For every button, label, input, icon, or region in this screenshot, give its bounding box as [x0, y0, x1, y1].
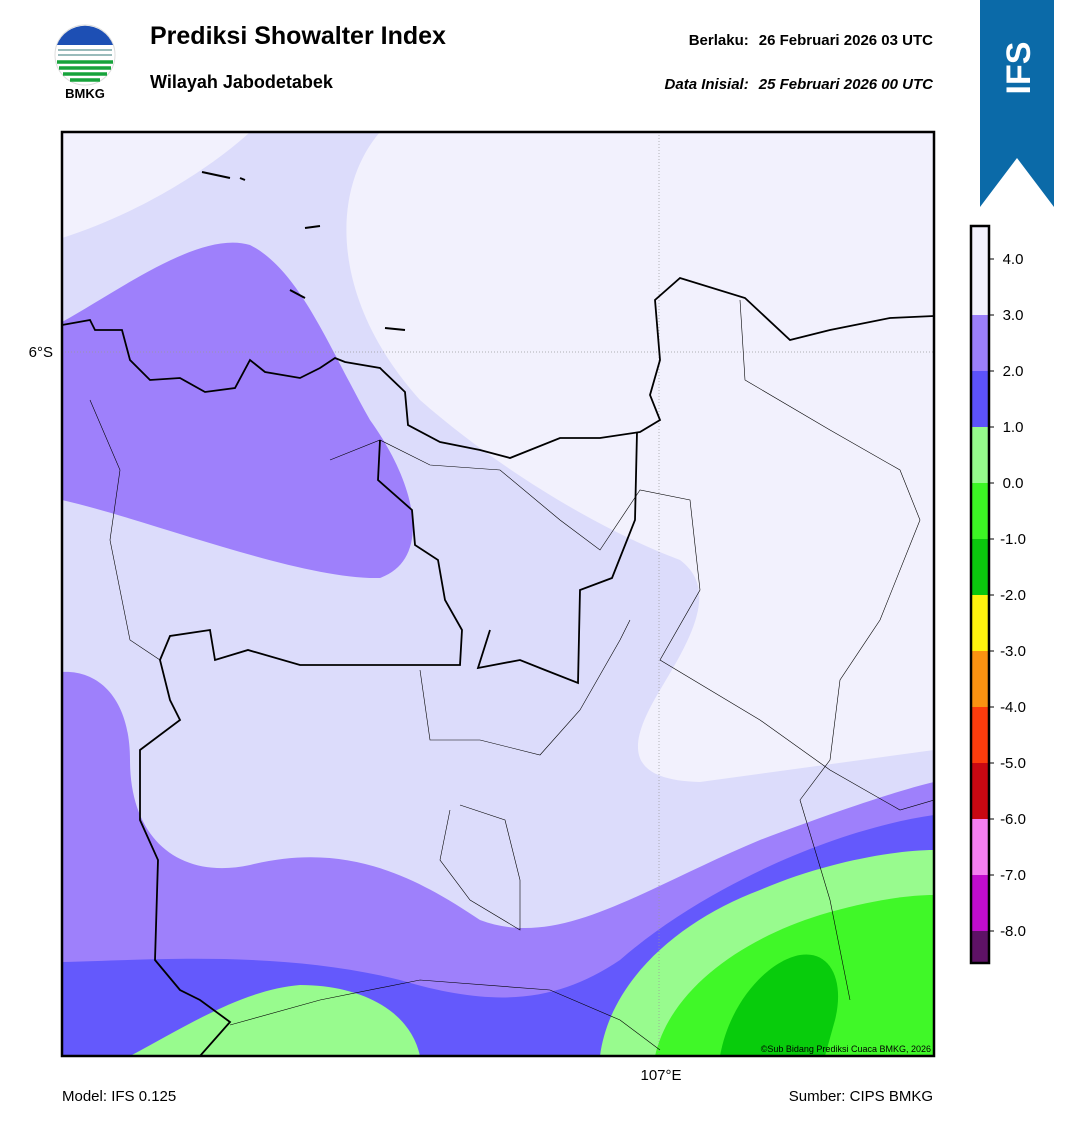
colorbar: 4.0 3.0 2.0 1.0 0.0 -1.0 -2.0 -3.0 -4.0 -5.0 -6.0 -…	[969, 224, 1026, 965]
init-time: Data Inisial: 25 Februari 2026 00 UTC	[665, 76, 935, 93]
init-label: Data Inisial:	[665, 76, 749, 93]
model-tag: IFS	[1000, 42, 1038, 95]
footer-source: Sumber: CIPS BMKG	[789, 1088, 933, 1105]
colorbar-segment	[971, 931, 989, 963]
colorbar-segment	[971, 819, 989, 875]
colorbar-segment	[971, 483, 989, 539]
lat-label: 6°S	[29, 344, 53, 361]
colorbar-segment	[971, 763, 989, 819]
subtitle: Wilayah Jabodetabek	[150, 72, 334, 92]
colorbar-segment	[971, 651, 989, 707]
colorbar-tick-label: -2.0	[1000, 587, 1026, 604]
valid-time: Berlaku: 26 Februari 2026 03 UTC	[689, 32, 933, 49]
colorbar-segment	[971, 875, 989, 931]
colorbar-tick-label: -6.0	[1000, 811, 1026, 828]
title: Prediksi Showalter Index	[150, 22, 446, 50]
bmkg-logo: BMKG	[54, 24, 116, 101]
colorbar-tick-label: -3.0	[1000, 643, 1026, 660]
map-fields: ©Sub Bidang Prediksi Cuaca BMKG, 2026	[62, 132, 934, 1056]
colorbar-tick-label: -1.0	[1000, 531, 1026, 548]
colorbar-tick-label: 4.0	[1003, 251, 1024, 268]
colorbar-segment	[971, 539, 989, 595]
colorbar-segment	[971, 226, 989, 315]
valid-label: Berlaku:	[689, 32, 749, 49]
colorbar-segment	[971, 315, 989, 371]
lon-label: 107°E	[640, 1067, 681, 1084]
colorbar-tick-label: 0.0	[1003, 475, 1024, 492]
colorbar-tick-label: -5.0	[1000, 755, 1026, 772]
colorbar-tick-label: 2.0	[1003, 363, 1024, 380]
colorbar-tick-label: -8.0	[1000, 923, 1026, 940]
colorbar-segment	[971, 707, 989, 763]
valid-value: 26 Februari 2026 03 UTC	[759, 32, 933, 49]
credit: ©Sub Bidang Prediksi Cuaca BMKG, 2026	[761, 1044, 931, 1054]
colorbar-segment	[971, 371, 989, 427]
colorbar-tick-label: 3.0	[1003, 307, 1024, 324]
model-pennant	[980, 0, 1054, 207]
colorbar-segment	[971, 427, 989, 483]
colorbar-segment	[971, 595, 989, 651]
map-frame	[60, 130, 936, 1058]
logo-text: BMKG	[65, 86, 105, 101]
colorbar-tick-label: -4.0	[1000, 699, 1026, 716]
colorbar-tick-label: -7.0	[1000, 867, 1026, 884]
init-value: 25 Februari 2026 00 UTC	[758, 76, 934, 93]
footer-model: Model: IFS 0.125	[62, 1088, 176, 1105]
colorbar-tick-label: 1.0	[1003, 419, 1024, 436]
